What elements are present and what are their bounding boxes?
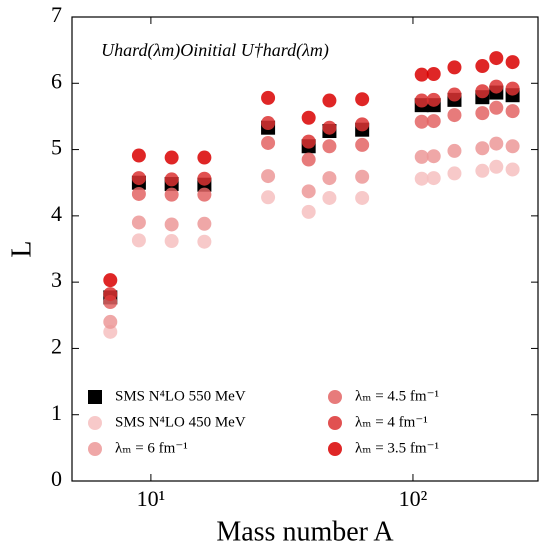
y-tick-label: 7: [51, 2, 62, 27]
data-point: [447, 108, 462, 123]
data-point: [426, 114, 441, 129]
data-point: [447, 87, 462, 102]
legend-label: λₘ = 4.5 fm⁻¹: [355, 388, 439, 404]
x-axis-label: Mass number A: [216, 516, 394, 547]
y-tick-label: 5: [51, 135, 62, 160]
legend-marker: [328, 390, 342, 404]
data-point: [505, 162, 520, 177]
data-point: [414, 93, 429, 108]
data-point: [261, 190, 276, 205]
data-point: [164, 150, 179, 165]
data-point: [426, 67, 441, 82]
data-point: [475, 163, 490, 178]
y-axis-label: L: [6, 240, 37, 257]
plot-frame: [71, 16, 539, 482]
data-point: [197, 171, 212, 186]
data-point: [103, 287, 118, 302]
y-tick-label: 4: [51, 201, 62, 226]
data-point: [414, 114, 429, 129]
data-point: [301, 110, 316, 125]
data-point: [475, 106, 490, 121]
y-tick-label: 1: [51, 400, 62, 425]
data-point: [131, 171, 146, 186]
legend-label: λₘ = 4 fm⁻¹: [355, 414, 428, 430]
data-point: [505, 55, 520, 70]
data-point: [103, 273, 118, 288]
data-point: [322, 190, 337, 205]
data-point: [355, 190, 370, 205]
legend-marker: [88, 442, 102, 456]
legend-marker: [88, 416, 102, 430]
data-point: [197, 150, 212, 165]
data-point: [505, 81, 520, 96]
data-point: [261, 90, 276, 105]
data-point: [414, 171, 429, 186]
data-point: [414, 149, 429, 164]
legend-label: SMS N⁴LO 450 MeV: [115, 414, 246, 430]
data-point: [426, 171, 441, 186]
data-point: [489, 51, 504, 66]
data-point: [197, 216, 212, 231]
data-point: [197, 234, 212, 249]
data-point: [322, 120, 337, 135]
data-point: [322, 139, 337, 154]
data-point: [505, 139, 520, 154]
data-point: [489, 79, 504, 94]
data-point: [489, 136, 504, 151]
data-point: [261, 135, 276, 150]
data-point: [164, 187, 179, 202]
data-point: [489, 100, 504, 115]
data-point: [261, 169, 276, 184]
y-tick-label: 3: [51, 267, 62, 292]
data-point: [164, 172, 179, 187]
data-point: [505, 104, 520, 119]
data-point: [447, 60, 462, 75]
y-tick-label: 0: [51, 466, 62, 491]
x-tick-label: 10¹: [137, 486, 166, 511]
data-point: [103, 314, 118, 329]
data-point: [131, 233, 146, 248]
data-point: [447, 143, 462, 158]
data-point: [426, 92, 441, 107]
data-point: [475, 84, 490, 99]
data-point: [355, 137, 370, 152]
legend-marker: [88, 390, 102, 404]
legend-label: λₘ = 3.5 fm⁻¹: [355, 440, 439, 456]
data-point: [301, 152, 316, 167]
y-tick-label: 2: [51, 333, 62, 358]
data-point: [414, 67, 429, 82]
data-point: [131, 215, 146, 230]
data-point: [475, 141, 490, 156]
x-tick-label: 10²: [399, 486, 428, 511]
data-point: [301, 204, 316, 219]
data-point: [103, 324, 118, 339]
data-point: [322, 171, 337, 186]
data-point: [355, 92, 370, 107]
data-point: [355, 117, 370, 132]
data-point: [426, 149, 441, 164]
data-point: [447, 166, 462, 181]
data-point: [301, 184, 316, 199]
data-point: [261, 116, 276, 131]
legend-label: SMS N⁴LO 550 MeV: [115, 388, 246, 404]
data-point: [197, 187, 212, 202]
data-point: [489, 159, 504, 174]
data-point: [355, 169, 370, 184]
y-tick-label: 6: [51, 68, 62, 93]
legend-marker: [328, 416, 342, 430]
annotation: Uhard(λm)Oinitial U†hard(λm): [101, 40, 329, 61]
legend-label: λₘ = 6 fm⁻¹: [115, 440, 188, 456]
data-point: [475, 59, 490, 74]
legend-marker: [328, 442, 342, 456]
data-point: [301, 134, 316, 149]
data-point: [164, 234, 179, 249]
data-point: [131, 148, 146, 163]
data-point: [131, 186, 146, 201]
data-point: [164, 217, 179, 232]
data-point: [322, 93, 337, 108]
